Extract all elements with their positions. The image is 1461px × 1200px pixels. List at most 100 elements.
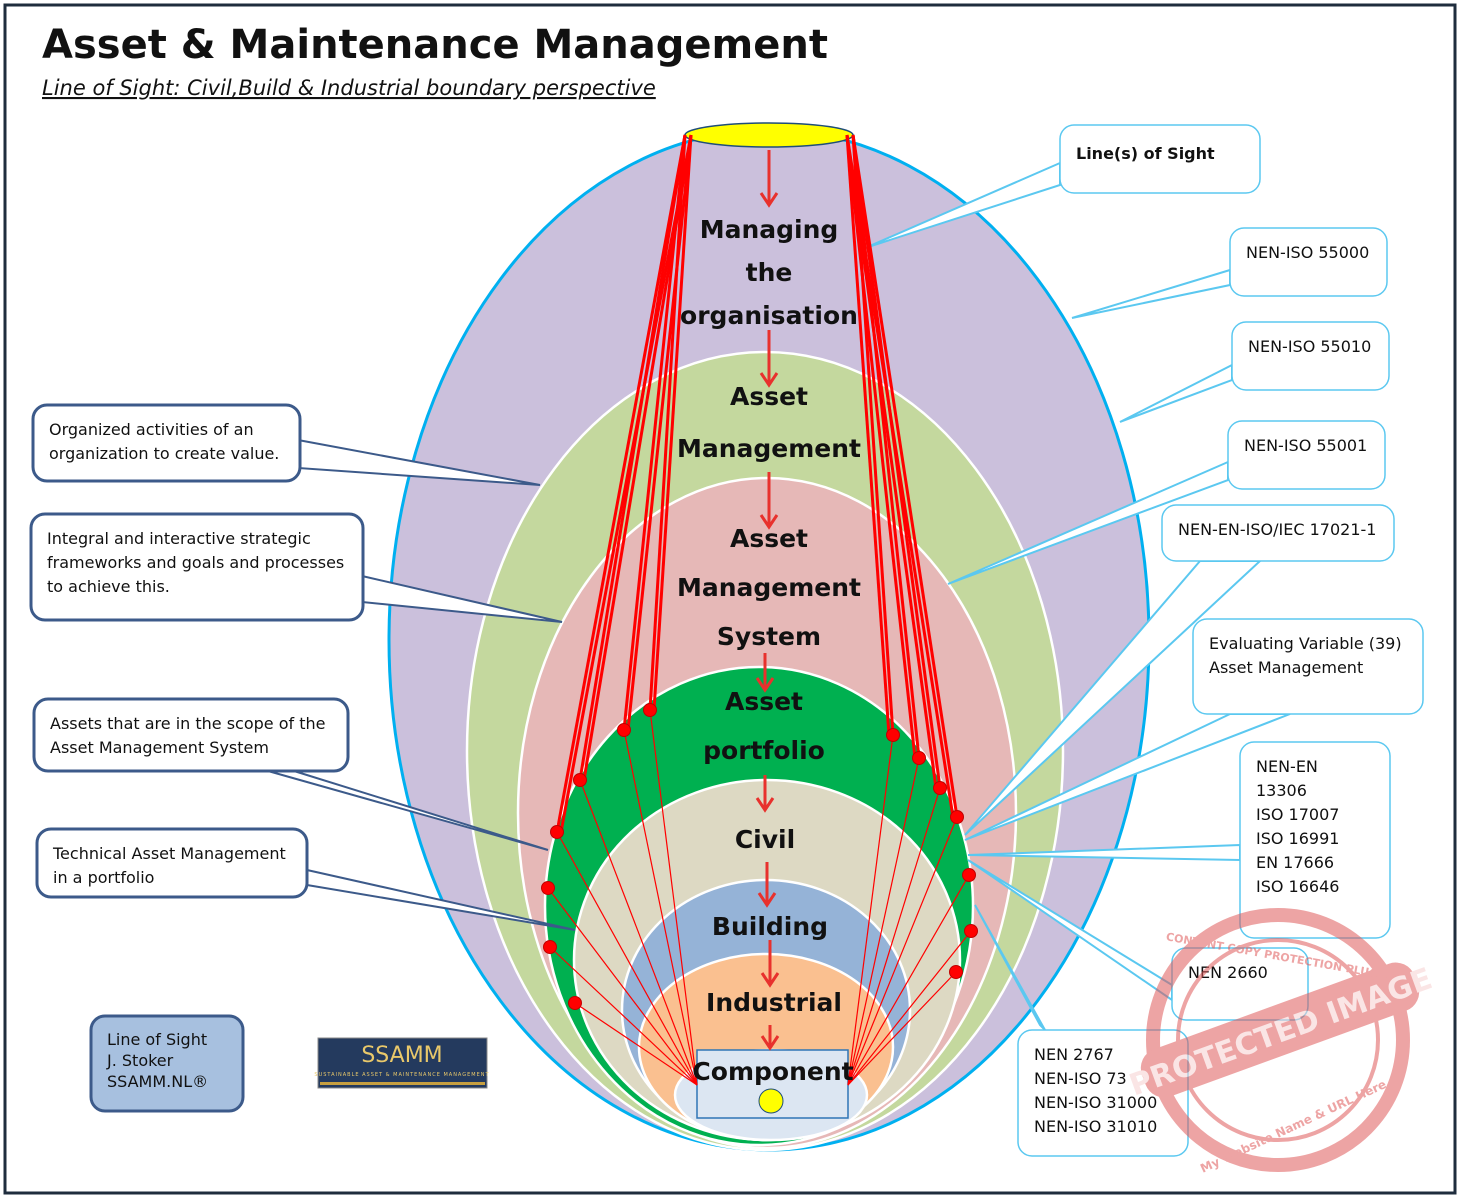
arrow-head-icon (759, 372, 779, 388)
left-callout-text: Assets that are in the scope of the (50, 714, 325, 733)
standard-callout-text: Evaluating Variable (39) (1209, 634, 1402, 653)
standard-callout-text: ISO 16991 (1256, 829, 1339, 848)
sight-ray (847, 734, 894, 1086)
standard-callout (1231, 321, 1390, 391)
line-of-sight (559, 134, 693, 833)
standard-callout (1229, 227, 1388, 297)
line-of-sight (845, 134, 938, 789)
sight-node (573, 773, 587, 787)
left-callout (29, 512, 365, 622)
left-callout-text: Integral and interactive strategic (47, 529, 311, 548)
line-of-sight (648, 134, 687, 711)
credit-box-text: SSAMM.NL® (107, 1072, 208, 1091)
standard-callout (1227, 420, 1386, 490)
logo-name: SSAMM (361, 1043, 442, 1068)
sight-node (933, 781, 947, 795)
logo-background (317, 1037, 488, 1089)
ssamm-logo: SSAMM SUSTAINABLE ASSET & MAINTENANCE MAN… (314, 1037, 489, 1089)
sight-ray (847, 816, 958, 1086)
stamp-band-fill (1140, 962, 1420, 1098)
sight-node (541, 881, 555, 895)
layer-label-organisation: Managing (700, 215, 839, 244)
sight-ray (847, 757, 920, 1086)
sight-node (543, 940, 557, 954)
standard-callout (1192, 618, 1424, 715)
standard-callout-text: NEN-ISO 73 (1034, 1069, 1127, 1088)
left-callout (32, 697, 350, 773)
layer-label-asset-management-system: System (717, 622, 821, 651)
arrow-head-icon (759, 514, 779, 530)
standard-callout-text: NEN-ISO 55001 (1244, 436, 1367, 455)
standard-callout-text: NEN-EN-ISO/IEC 17021-1 (1178, 520, 1376, 539)
credit-box-text: Line of Sight (107, 1030, 207, 1049)
standard-callout-pointer (1119, 363, 1233, 423)
sight-node (550, 825, 564, 839)
line-of-sight (578, 134, 687, 781)
sight-ray (649, 709, 698, 1086)
standard-callout-text: ISO 16646 (1256, 877, 1339, 896)
line-of-sight (845, 134, 917, 759)
line-of-sight (652, 134, 693, 711)
logo-tagline: SUSTAINABLE ASSET & MAINTENANCE MANAGEME… (314, 1072, 489, 1078)
logo-underline (320, 1082, 485, 1085)
sight-ray (574, 1002, 698, 1086)
arrow-head-icon (757, 892, 777, 908)
sight-ray (556, 831, 698, 1086)
standard-callout-text: NEN-ISO 55000 (1246, 243, 1369, 262)
frame (3, 3, 1457, 1195)
left-callout-text: Asset Management System (50, 738, 269, 757)
layer-label-asset-portfolio: portfolio (703, 736, 825, 765)
left-callout-text: to achieve this. (47, 577, 170, 596)
standard-callout-text: 13306 (1256, 781, 1307, 800)
standard-callout-text: NEN-ISO 31000 (1034, 1093, 1157, 1112)
credit-box (89, 1014, 245, 1113)
layer-label-organisation: organisation (680, 301, 858, 330)
layer-label-asset-management-system: Management (677, 573, 861, 602)
layer-label-asset-management: Asset (730, 382, 808, 411)
page-title: Asset & Maintenance Management (42, 22, 828, 68)
line-of-sight (555, 134, 687, 833)
layer-label-asset-portfolio: Asset (725, 687, 803, 716)
sight-node (617, 723, 631, 737)
left-callout-text: organization to create value. (49, 444, 279, 463)
standard-callout-text: EN 17666 (1256, 853, 1334, 872)
component-dot (758, 1088, 784, 1114)
sight-ray (847, 787, 941, 1086)
line-of-sight (845, 134, 891, 736)
layer-label-organisation: the (746, 258, 793, 287)
line-of-sight-callout (1059, 124, 1261, 194)
standard-callout-pointer (1071, 268, 1231, 319)
left-callout (31, 403, 302, 483)
standard-callout (1239, 741, 1391, 939)
layer-label-asset-management-system: Asset (730, 524, 808, 553)
layer-label-building: Building (712, 912, 828, 941)
sight-ray (547, 887, 698, 1086)
layer-label-asset-management: Management (677, 434, 861, 463)
left-callout (35, 827, 309, 899)
line-of-sight (626, 134, 693, 731)
left-callout-text: frameworks and goals and processes (47, 553, 344, 572)
sight-origin-ellipse (684, 122, 854, 148)
sight-node (950, 810, 964, 824)
sight-ray (847, 930, 972, 1086)
left-callout-text: Technical Asset Management (52, 844, 286, 863)
left-callout-text: Organized activities of an (49, 420, 254, 439)
sight-node (912, 751, 926, 765)
arrow-head-icon (755, 677, 775, 693)
standard-callout-text: NEN 2767 (1034, 1045, 1114, 1064)
sight-node (568, 996, 582, 1010)
standard-callout-text: NEN-ISO 55010 (1248, 337, 1371, 356)
line-of-sight (851, 134, 959, 818)
sight-node (886, 728, 900, 742)
standard-callout-text: ISO 17007 (1256, 805, 1339, 824)
sight-node (964, 924, 978, 938)
stamp-ring (1146, 908, 1410, 1172)
sight-ray (579, 779, 698, 1086)
line-of-sight-callout-text: Line(s) of Sight (1076, 144, 1215, 163)
sight-node (962, 868, 976, 882)
sight-ray (847, 874, 970, 1086)
credit-box-text: J. Stoker (106, 1051, 174, 1070)
arrow-head-icon (760, 1035, 780, 1051)
